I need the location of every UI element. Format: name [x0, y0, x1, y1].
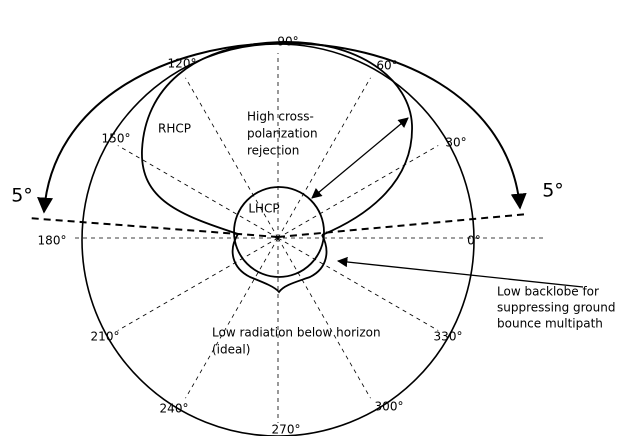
angle-label: 300°	[375, 400, 404, 414]
rejection-arrow	[311, 117, 409, 199]
radial-lines	[75, 53, 545, 423]
angle-label: 0°	[467, 234, 481, 248]
angle-label: 330°	[434, 330, 463, 344]
elevation-label: 5°	[11, 185, 33, 207]
backlobe-line: suppressing ground	[497, 301, 615, 315]
radial-line	[277, 145, 439, 239]
below-horizon-line: (ideal)	[212, 343, 250, 357]
angle-label: 30°	[445, 136, 466, 150]
lhcp-label: LHCP	[248, 202, 279, 216]
elevation-label: 5°	[542, 180, 564, 202]
cross-pol-line: polarization	[247, 127, 318, 141]
radial-line	[117, 145, 279, 239]
backlobe-line: Low backlobe for	[497, 285, 599, 299]
radial-line	[185, 237, 279, 399]
angle-label: 150°	[102, 132, 131, 146]
angle-label: 90°	[277, 35, 298, 49]
radial-line	[185, 77, 279, 239]
angle-label: 180°	[38, 234, 67, 248]
below-horizon-line: Low radiation below horizon	[212, 326, 381, 340]
radial-line	[277, 77, 371, 239]
backlobe-line: bounce multipath	[497, 317, 603, 331]
radial-line	[117, 237, 279, 331]
angle-labels: 90° 120° 60° 150° 30° 180° 0° 210° 330° …	[38, 35, 481, 436]
cross-pol-line: High cross-	[247, 110, 314, 124]
rhcp-label: RHCP	[158, 122, 191, 136]
angle-label: 270°	[272, 423, 301, 436]
angle-label: 210°	[91, 330, 120, 344]
radial-line	[277, 237, 439, 331]
horizon-5-right	[277, 213, 529, 238]
angle-label: 120°	[168, 57, 197, 71]
angle-label: 60°	[376, 59, 397, 73]
coverage-arrow	[37, 42, 527, 214]
cross-pol-line: rejection	[247, 144, 299, 158]
lhcp-pattern	[233, 186, 325, 278]
backlobe-arrow	[336, 256, 584, 288]
radial-line	[277, 237, 371, 399]
angle-label: 240°	[160, 402, 189, 416]
backlobe	[231, 233, 328, 294]
